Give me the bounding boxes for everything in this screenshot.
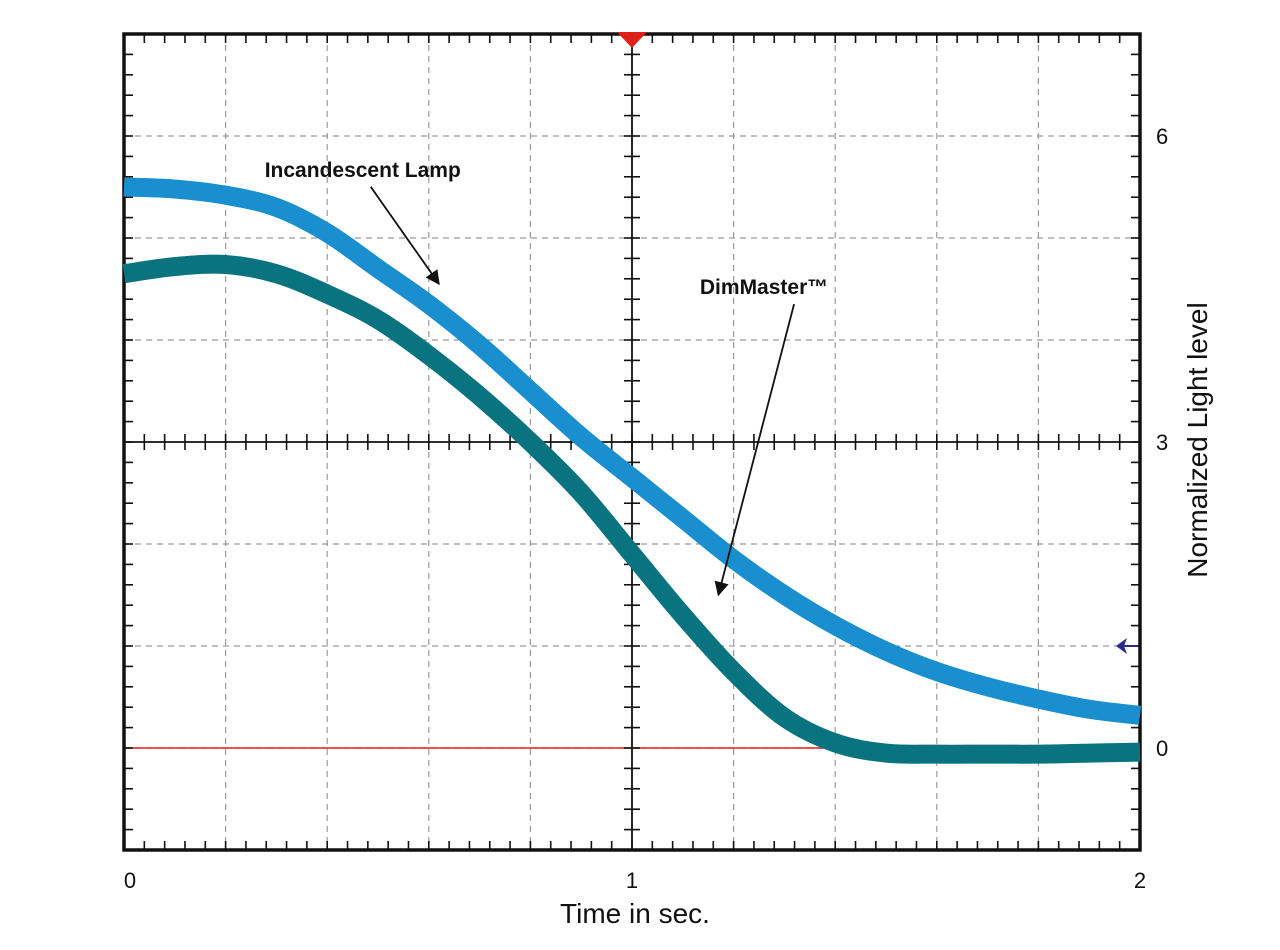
y-tick-label: 6 bbox=[1156, 124, 1168, 149]
level-marker-icon bbox=[1116, 638, 1127, 654]
series-dimmaster-line bbox=[122, 254, 1141, 764]
x-tick-label: 0 bbox=[124, 868, 136, 893]
x-tick-label: 1 bbox=[626, 868, 638, 893]
trigger-marker-icon bbox=[617, 32, 647, 48]
x-axis-title: Time in sec. bbox=[560, 898, 710, 929]
annotations: Incandescent Lamp DimMaster™ bbox=[265, 159, 828, 597]
series-layer bbox=[122, 177, 1142, 764]
annotation-incandescent-lamp: Incandescent Lamp bbox=[265, 159, 461, 182]
labels: Time in sec. Normalized Light level 0 1 2 0… bbox=[124, 124, 1213, 929]
annotation-arrow-incandescent bbox=[370, 186, 440, 286]
minor-ticks bbox=[123, 33, 1141, 851]
annotation-arrow-dimmaster bbox=[714, 303, 795, 597]
series-incandescent-lamp-line bbox=[123, 177, 1142, 725]
markers bbox=[617, 32, 1138, 654]
y-axis-title: Normalized Light level bbox=[1182, 302, 1213, 577]
y-tick-label: 3 bbox=[1156, 430, 1168, 455]
annotation-dimmaster: DimMaster™ bbox=[700, 276, 828, 299]
y-tick-label: 0 bbox=[1156, 736, 1168, 761]
x-tick-label: 2 bbox=[1134, 868, 1146, 893]
